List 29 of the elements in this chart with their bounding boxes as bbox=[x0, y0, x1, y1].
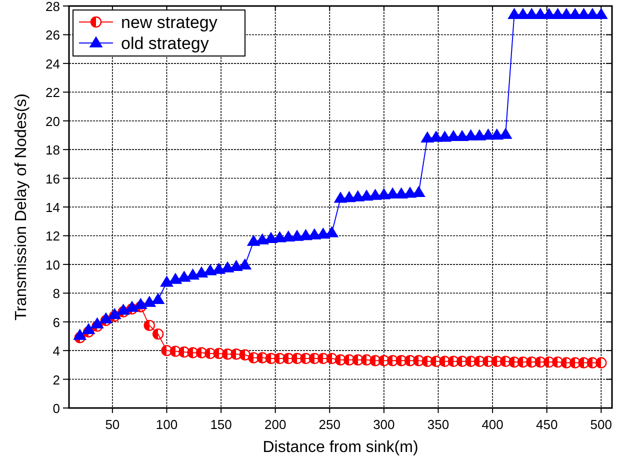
x-tick-label: 500 bbox=[590, 417, 612, 432]
x-tick-label: 450 bbox=[536, 417, 558, 432]
x-tick-label: 250 bbox=[318, 417, 340, 432]
y-tick-label: 14 bbox=[46, 200, 60, 215]
y-tick-label: 12 bbox=[46, 228, 60, 244]
y-axis-title: Transmission Delay of Nodes(s) bbox=[13, 93, 30, 321]
x-tick-label: 100 bbox=[156, 417, 178, 432]
y-tick-label: 18 bbox=[46, 142, 60, 158]
y-tick-label: 16 bbox=[46, 171, 60, 186]
x-tick-label: 50 bbox=[105, 417, 120, 432]
x-tick-label: 200 bbox=[264, 417, 286, 432]
y-tick-label: 0 bbox=[52, 401, 60, 416]
y-tick-label: 24 bbox=[46, 56, 60, 72]
y-tick-label: 26 bbox=[46, 28, 60, 43]
x-tick-label: 400 bbox=[482, 417, 504, 432]
x-tick-label: 350 bbox=[427, 417, 450, 432]
x-tick-label: 300 bbox=[373, 417, 395, 432]
y-tick-label: 2 bbox=[52, 372, 60, 388]
x-axis-title: Distance from sink(m) bbox=[262, 439, 418, 456]
legend-label: new strategy bbox=[121, 13, 218, 32]
legend-label: old strategy bbox=[121, 34, 210, 53]
y-tick-label: 6 bbox=[52, 314, 60, 330]
y-tick-label: 8 bbox=[52, 286, 60, 302]
y-tick-label: 22 bbox=[46, 85, 60, 100]
y-tick-label: 10 bbox=[46, 257, 60, 272]
x-tick-label: 150 bbox=[210, 417, 232, 432]
y-tick-label: 20 bbox=[46, 114, 60, 129]
y-tick-label: 28 bbox=[46, 0, 60, 14]
y-tick-label: 4 bbox=[52, 344, 60, 359]
